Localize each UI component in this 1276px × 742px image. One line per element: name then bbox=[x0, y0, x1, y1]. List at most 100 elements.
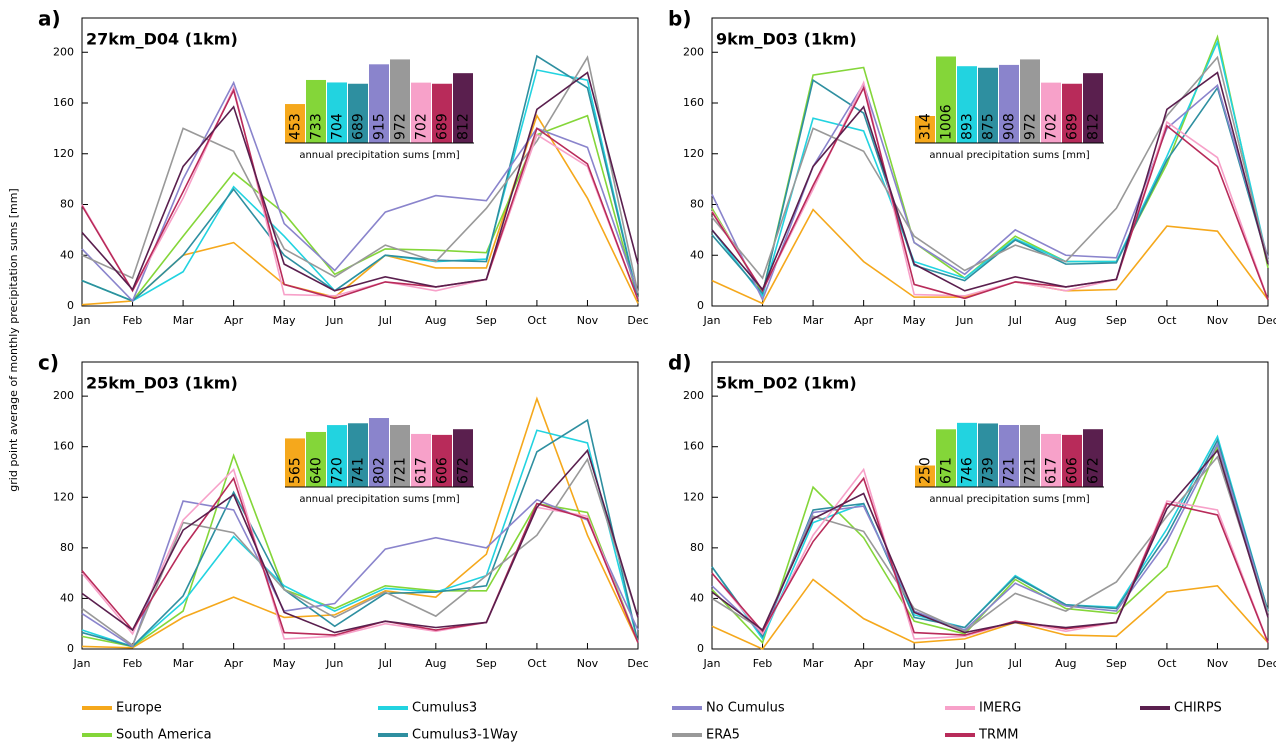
y-tick-label: 160 bbox=[53, 440, 74, 453]
inset-label: annual precipitation sums [mm] bbox=[299, 150, 459, 161]
annual-bar bbox=[1041, 82, 1061, 143]
y-tick-label: 80 bbox=[690, 541, 704, 554]
x-tick-label: Nov bbox=[1207, 657, 1229, 670]
x-tick-label: Aug bbox=[425, 657, 446, 670]
inset-label: annual precipitation sums [mm] bbox=[929, 150, 1089, 161]
annual-bar-label: 1006 bbox=[939, 104, 955, 140]
annual-bar bbox=[1083, 429, 1103, 487]
plot-frame bbox=[81, 361, 639, 650]
x-tick-label: Nov bbox=[1207, 314, 1229, 327]
y-tick-label: 160 bbox=[683, 440, 704, 453]
annual-bar bbox=[1083, 73, 1103, 143]
annual-bar-label: 617 bbox=[1044, 457, 1060, 484]
inset-label: annual precipitation sums [mm] bbox=[929, 494, 1089, 505]
series-line bbox=[81, 467, 639, 643]
panel-label: a) bbox=[38, 7, 61, 31]
x-tick-label: Apr bbox=[854, 657, 874, 670]
series-line bbox=[81, 498, 639, 648]
annual-bar-label: 672 bbox=[456, 457, 472, 484]
y-tick-label: 0 bbox=[67, 642, 74, 655]
legend-label: Cumulus3-1Way bbox=[412, 728, 518, 742]
legend-label: CHIRPS bbox=[1174, 701, 1222, 716]
annual-bar bbox=[327, 425, 347, 487]
annual-bar bbox=[327, 82, 347, 143]
annual-bar bbox=[915, 115, 935, 143]
annual-bar-label: 689 bbox=[435, 113, 451, 140]
annual-bar-label: 606 bbox=[1065, 457, 1081, 484]
plot-frame bbox=[711, 361, 1269, 650]
y-tick-label: 0 bbox=[697, 299, 704, 312]
x-tick-label: Apr bbox=[854, 314, 874, 327]
annual-bar bbox=[285, 438, 305, 487]
annual-bar-label: 812 bbox=[456, 113, 472, 140]
x-tick-label: Mar bbox=[173, 314, 194, 327]
annual-bar-label: 672 bbox=[1086, 457, 1102, 484]
annual-bar bbox=[999, 424, 1019, 487]
legend-label: TRMM bbox=[978, 728, 1018, 742]
panel-title: 27km_D04 (1km) bbox=[86, 30, 238, 49]
annual-bar-label: 671 bbox=[939, 457, 955, 484]
panel-title: 9km_D03 (1km) bbox=[716, 30, 857, 49]
y-tick-label: 120 bbox=[683, 490, 704, 503]
annual-bar-label: 702 bbox=[1044, 113, 1060, 140]
series-line bbox=[81, 476, 639, 643]
x-tick-label: Jul bbox=[1008, 657, 1022, 670]
y-tick-label: 40 bbox=[690, 248, 704, 261]
x-tick-label: Jul bbox=[1008, 314, 1022, 327]
x-tick-label: Sep bbox=[476, 657, 497, 670]
y-tick-label: 200 bbox=[683, 389, 704, 402]
x-tick-label: Sep bbox=[1106, 657, 1127, 670]
annual-bar-label: 893 bbox=[960, 113, 976, 140]
x-tick-label: Jan bbox=[703, 314, 721, 327]
annual-bar bbox=[1041, 433, 1061, 487]
annual-bar-label: 704 bbox=[330, 113, 346, 140]
annual-bar-label: 972 bbox=[393, 113, 409, 140]
y-tick-label: 200 bbox=[53, 389, 74, 402]
annual-bar-label: 721 bbox=[393, 457, 409, 484]
series-line bbox=[81, 396, 639, 649]
series-line bbox=[711, 578, 1269, 650]
annual-bar bbox=[936, 56, 956, 143]
y-tick-label: 0 bbox=[67, 299, 74, 312]
x-tick-label: Oct bbox=[527, 314, 547, 327]
plot-frame bbox=[711, 17, 1269, 307]
y-tick-label: 40 bbox=[60, 591, 74, 604]
annual-bar bbox=[390, 424, 410, 487]
x-tick-label: Feb bbox=[123, 657, 142, 670]
annual-bar-label: 733 bbox=[309, 113, 325, 140]
panel-title: 25km_D03 (1km) bbox=[86, 374, 238, 393]
annual-bar bbox=[348, 83, 368, 143]
series-line bbox=[81, 448, 639, 634]
annual-bar bbox=[453, 429, 473, 487]
y-axis-title: grid point average of monthly precipitat… bbox=[7, 188, 20, 491]
y-tick-label: 40 bbox=[60, 248, 74, 261]
panel-label: b) bbox=[668, 7, 691, 31]
x-tick-label: Dec bbox=[1257, 314, 1276, 327]
series-line bbox=[711, 442, 1269, 636]
series-line bbox=[711, 455, 1269, 633]
series-line bbox=[81, 55, 639, 294]
x-tick-label: Feb bbox=[753, 314, 772, 327]
x-tick-label: Sep bbox=[1106, 314, 1127, 327]
x-tick-label: May bbox=[903, 657, 926, 670]
annual-bar bbox=[348, 423, 368, 487]
x-tick-label: Jul bbox=[378, 314, 392, 327]
series-line bbox=[81, 418, 639, 648]
y-tick-label: 80 bbox=[60, 198, 74, 211]
annual-bar-label: 702 bbox=[414, 113, 430, 140]
series-line bbox=[81, 80, 639, 303]
annual-bar bbox=[453, 73, 473, 143]
x-tick-label: Jan bbox=[73, 657, 91, 670]
annual-bar bbox=[1062, 434, 1082, 487]
annual-bar-label: 565 bbox=[288, 457, 304, 484]
annual-bar bbox=[390, 59, 410, 143]
x-tick-label: Apr bbox=[224, 314, 244, 327]
annual-bar-label: 721 bbox=[1002, 457, 1018, 484]
x-tick-label: Jun bbox=[955, 657, 973, 670]
annual-bar-label: 741 bbox=[351, 457, 367, 484]
x-tick-label: Dec bbox=[627, 657, 648, 670]
annual-bar-label: 640 bbox=[309, 457, 325, 484]
annual-bar bbox=[369, 64, 389, 143]
series-line bbox=[81, 88, 639, 300]
series-line bbox=[711, 55, 1269, 280]
